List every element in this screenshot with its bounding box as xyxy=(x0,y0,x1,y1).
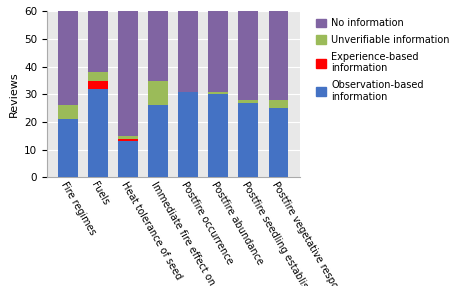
Bar xyxy=(148,9,168,81)
Bar xyxy=(208,94,228,177)
Bar xyxy=(239,103,258,177)
Bar xyxy=(239,100,258,103)
Bar xyxy=(208,9,228,92)
Bar xyxy=(269,108,288,177)
Bar xyxy=(178,92,198,177)
Bar xyxy=(88,89,108,177)
Bar xyxy=(58,119,78,177)
Bar xyxy=(88,81,108,89)
Bar xyxy=(88,9,108,72)
Bar xyxy=(88,72,108,81)
Bar xyxy=(208,92,228,94)
Bar xyxy=(178,9,198,92)
Bar xyxy=(118,139,138,141)
Bar xyxy=(148,106,168,177)
Bar xyxy=(239,9,258,100)
Y-axis label: Reviews: Reviews xyxy=(8,72,18,117)
Bar xyxy=(118,9,138,136)
Bar xyxy=(269,9,288,100)
Bar xyxy=(118,136,138,139)
Bar xyxy=(118,141,138,177)
Bar xyxy=(269,100,288,108)
Bar xyxy=(58,106,78,119)
Bar xyxy=(148,81,168,106)
Legend: No information, Unverifiable information, Experience-based
information, Observat: No information, Unverifiable information… xyxy=(314,16,452,104)
Bar xyxy=(58,9,78,106)
